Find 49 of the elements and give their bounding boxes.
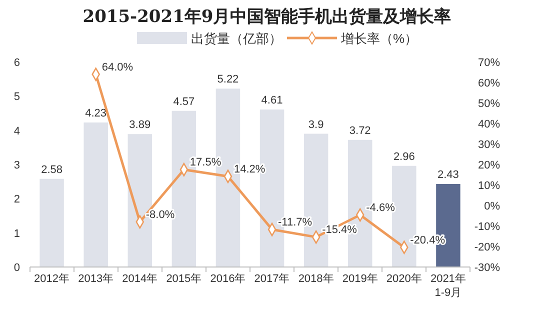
legend-label: 出货量（亿部） bbox=[191, 31, 282, 46]
data-label: 14.2% bbox=[234, 163, 266, 176]
data-label: 2.43 bbox=[437, 168, 459, 181]
y2-tick-label: 0% bbox=[484, 200, 500, 212]
data-label: 17.5% bbox=[190, 156, 222, 169]
data-label: 64.0% bbox=[102, 61, 134, 74]
x-tick-label: 2019年 bbox=[342, 273, 378, 285]
y2-tick-label: 50% bbox=[478, 98, 500, 110]
data-label: 4.23 bbox=[85, 107, 107, 120]
y2-tick-label: 30% bbox=[478, 139, 500, 151]
x-tick-label: 2017年 bbox=[254, 273, 290, 285]
y-tick-label: 4 bbox=[14, 125, 20, 138]
x-tick-label: 2013年 bbox=[78, 273, 114, 285]
data-label: 2.58 bbox=[41, 164, 63, 176]
y-tick-label: 5 bbox=[14, 91, 20, 104]
y2-tick-label: 60% bbox=[478, 78, 500, 90]
y-tick-label: 0 bbox=[14, 262, 20, 274]
y-tick-label: 2 bbox=[14, 194, 20, 206]
data-label: 4.57 bbox=[173, 96, 195, 108]
data-label: -4.6% bbox=[366, 202, 396, 214]
y-tick-label: 3 bbox=[14, 160, 20, 172]
y-tick-label: 1 bbox=[14, 228, 20, 240]
data-label: 3.72 bbox=[349, 124, 371, 137]
y2-tick-label: -10% bbox=[474, 221, 500, 233]
y2-tick-label: 70% bbox=[478, 57, 500, 69]
data-label: 3.89 bbox=[129, 119, 151, 132]
x-tick-label: 2018年 bbox=[298, 273, 334, 285]
bar bbox=[84, 122, 108, 267]
chart-title: 2015-2021年9月中国智能手机出货量及增长率 bbox=[82, 7, 452, 27]
x-tick-label: 2021年1-9月 bbox=[430, 273, 466, 299]
y2-tick-label: -30% bbox=[474, 262, 500, 274]
x-tick-label: 2015年 bbox=[166, 273, 202, 285]
x-tick-label: 2016年 bbox=[210, 273, 246, 285]
data-label: 3.9 bbox=[308, 118, 324, 131]
y2-tick-label: 40% bbox=[478, 118, 500, 130]
y2-tick-label: 20% bbox=[478, 160, 500, 172]
y-tick-label: 6 bbox=[14, 57, 20, 69]
legend-label: 增长率（%） bbox=[340, 31, 418, 46]
x-tick-label: 2014年 bbox=[122, 273, 158, 285]
data-label: -11.7% bbox=[278, 216, 312, 228]
x-tick-label: 2020年 bbox=[386, 273, 422, 285]
data-label: 5.22 bbox=[217, 74, 239, 86]
y2-tick-label: -20% bbox=[474, 242, 500, 254]
bar bbox=[40, 178, 64, 267]
data-label: -8.0% bbox=[146, 208, 175, 221]
y2-tick-label: 10% bbox=[478, 180, 500, 192]
data-label: 2.96 bbox=[393, 150, 415, 163]
data-label: 4.61 bbox=[261, 94, 283, 106]
x-tick-label: 2012年 bbox=[34, 273, 70, 285]
